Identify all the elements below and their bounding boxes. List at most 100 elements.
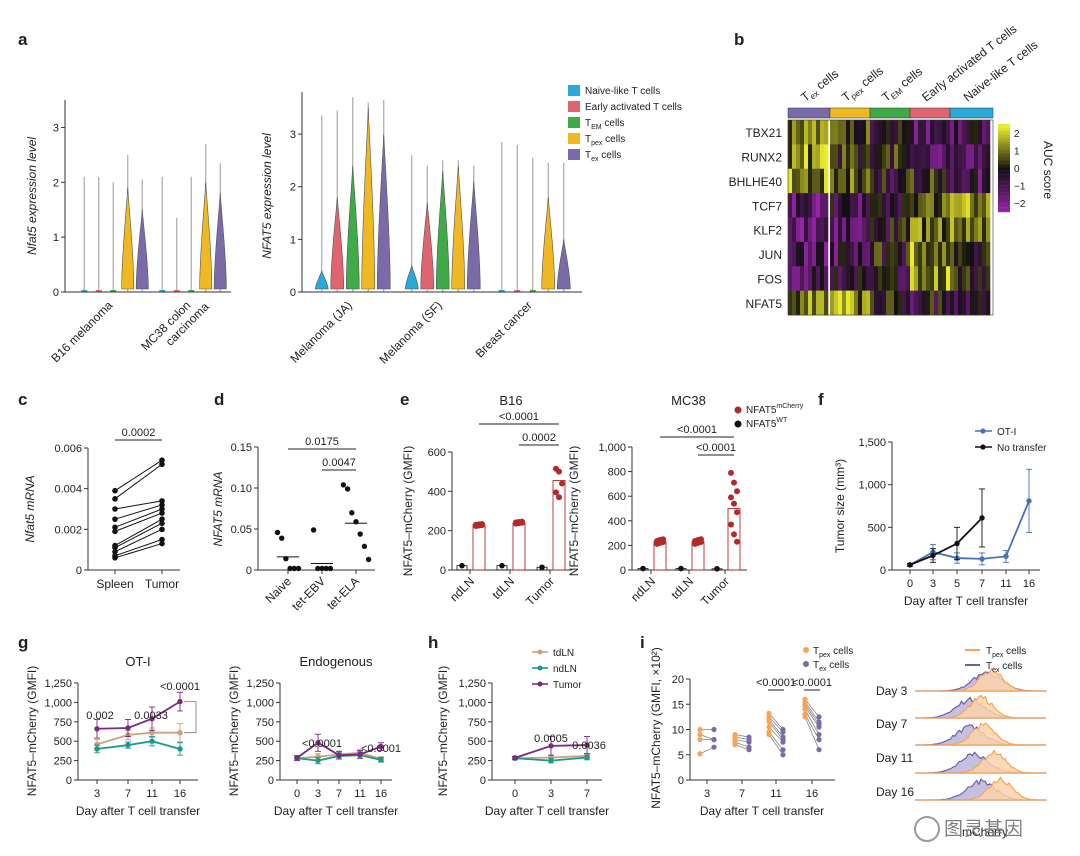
g2-series-point — [378, 757, 384, 763]
heatmap-cell — [974, 217, 979, 243]
e2-y-tick-label: 1,000 — [598, 442, 626, 454]
c-pair-line — [114, 500, 163, 510]
heatmap-cell — [838, 241, 843, 267]
a-left-category-label: B16 melanoma — [48, 298, 115, 365]
h-x-tick-label: 0 — [512, 788, 518, 800]
a-left-violin-body — [159, 290, 166, 292]
heatmap-cell — [906, 217, 911, 243]
heatmap-cell — [882, 290, 887, 316]
heatmap-cell — [878, 168, 883, 194]
a-left-y-tick-label: 0 — [53, 287, 59, 299]
line-plot-endogenous: 0 250 500 750 1,000 1,250 0 3 7 11 16 Endogenous Day… — [227, 654, 401, 818]
heatmap-cell — [858, 168, 863, 194]
heatmap-col-label: Tpex cells — [839, 64, 887, 106]
a-right-violin-body — [541, 197, 556, 290]
heatmap-cell — [934, 120, 939, 145]
c-point — [112, 524, 118, 531]
heatmap-cell — [970, 168, 975, 194]
h-x-label: Day after T cell transfer — [485, 804, 609, 818]
f-y-tick-label: 500 — [868, 522, 886, 534]
heatmap-cell — [906, 168, 911, 194]
panel-label-a: a — [18, 30, 28, 49]
heatmap-cell — [950, 193, 955, 218]
g1-series-point — [149, 715, 155, 722]
a-right-category-label: Melanoma (JA) — [287, 298, 354, 365]
i-tex-point — [780, 739, 786, 745]
legend-swatch-0 — [568, 85, 580, 96]
heatmap-cell — [898, 120, 903, 145]
heatmap-cell — [820, 168, 825, 194]
heatmap-cell — [950, 168, 955, 194]
hist-row-label: Day 3 — [876, 684, 908, 698]
line-plot-h: 0 250 500 750 1,000 1,250 0 3 7 Day after T cell … — [436, 648, 609, 818]
i-pair-line — [768, 721, 784, 740]
i-y-tick-label: 0 — [678, 775, 684, 787]
d-point — [327, 565, 334, 572]
f-series-point — [954, 540, 960, 547]
e2-y-tick-label: 800 — [608, 467, 626, 479]
heatmap-cell — [854, 290, 859, 316]
d-point — [340, 482, 347, 488]
heatmap-cell — [966, 290, 971, 316]
heatmap-cell — [878, 144, 883, 170]
heatmap-cell — [930, 241, 935, 267]
colorbar-segment — [998, 130, 1010, 133]
heatmap-cell — [946, 120, 951, 145]
e2-mcherry-point — [698, 536, 704, 543]
heatmap-cell — [800, 120, 805, 145]
g1-bracket — [184, 701, 197, 734]
heatmap-cell — [846, 217, 851, 243]
heatmap-cell — [894, 217, 899, 243]
heatmap-cell — [824, 144, 829, 170]
heatmap-cell — [942, 193, 947, 218]
heatmap-cell — [816, 290, 821, 316]
e2-wt-point — [640, 565, 646, 572]
colorbar-segment — [998, 146, 1010, 149]
panel-label-f: f — [818, 390, 824, 409]
i-x-tick-label: 11 — [770, 788, 781, 800]
e1-y-label: NFAT5–mCherry (GMFI) — [401, 446, 415, 576]
heatmap-cell — [930, 217, 935, 243]
d-point — [295, 565, 302, 572]
d-point — [349, 510, 355, 516]
e1-mcherry-point — [519, 518, 525, 525]
i-tpex-point — [766, 724, 772, 730]
heatmap-cell — [974, 144, 979, 170]
heatmap-cell — [882, 217, 887, 243]
heatmap-cell — [978, 120, 983, 145]
a-left-violin-body — [135, 209, 149, 290]
heatmap-cell — [870, 120, 875, 145]
heatmap-cell — [918, 193, 923, 218]
heatmap-cell — [970, 241, 975, 267]
heatmap-cell — [922, 217, 927, 243]
d-x-label: tet-EBV — [289, 574, 328, 613]
heatmap-cell — [808, 217, 813, 243]
heatmap-cell — [874, 266, 879, 291]
heatmap-cell — [926, 168, 931, 194]
heatmap-cell — [862, 193, 867, 218]
colorbar-segment — [998, 205, 1010, 208]
heatmap-cell — [934, 217, 939, 243]
heatmap-cell — [918, 120, 923, 145]
heatmap-cell — [796, 144, 801, 170]
heatmap-cell — [926, 217, 931, 243]
heatmap-cell — [986, 168, 991, 194]
e2-y-tick-label: 600 — [608, 491, 626, 503]
heatmap-cell — [898, 266, 903, 291]
heatmap-cell — [874, 144, 879, 170]
legend-wt-label: NFAT5WT — [746, 417, 788, 430]
c-point — [159, 498, 165, 504]
heatmap-cell — [878, 241, 883, 267]
e2-mcherry-point — [660, 536, 666, 543]
heatmap-cell — [914, 290, 919, 316]
heatmap-cell — [922, 290, 927, 316]
heatmap-cell — [796, 217, 801, 243]
legend-swatch-3 — [568, 133, 580, 144]
d-point — [310, 527, 317, 533]
i-tex-point — [711, 737, 717, 743]
heatmap-cell — [792, 168, 797, 194]
g2-series-point — [315, 754, 321, 760]
g1-series-line — [96, 740, 181, 750]
d-y-tick-label: 0.10 — [231, 483, 252, 495]
heatmap-cell — [974, 120, 979, 145]
